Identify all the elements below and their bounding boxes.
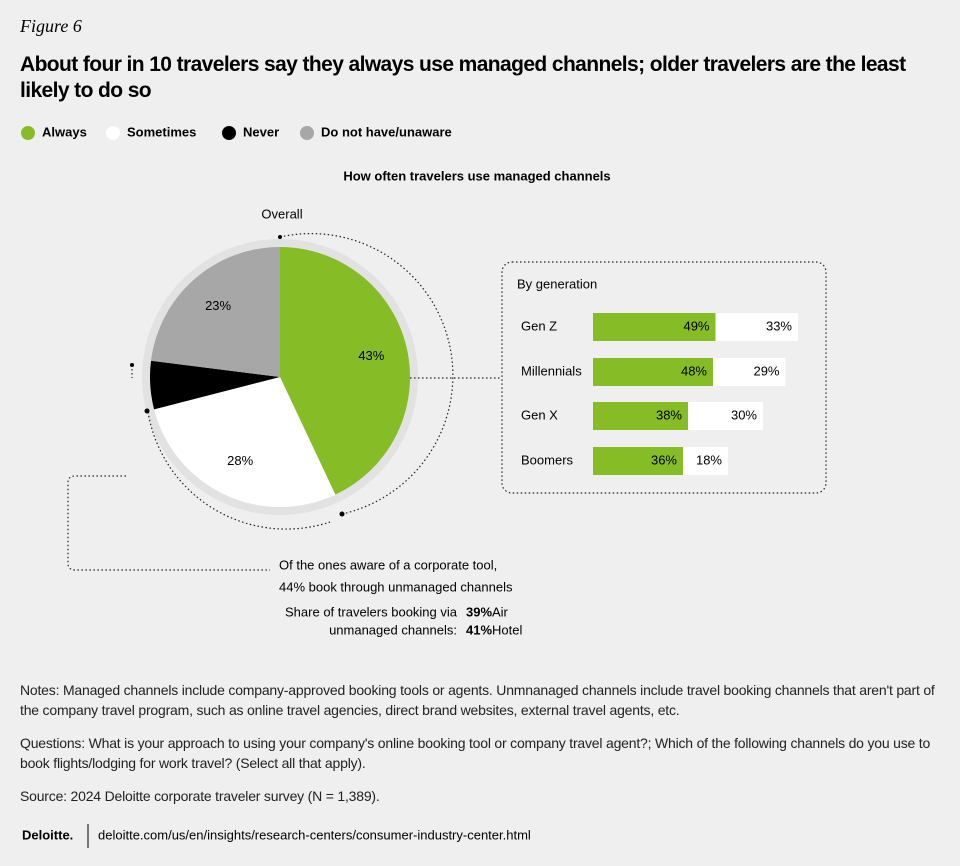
bar bbox=[688, 402, 763, 430]
pie-dot bbox=[130, 363, 134, 367]
category-label: Boomers bbox=[521, 452, 574, 467]
bar bbox=[715, 313, 798, 341]
dotted-connector bbox=[131, 365, 331, 530]
pie-slice bbox=[154, 377, 336, 508]
category-label: Gen Z bbox=[521, 318, 557, 333]
bar bbox=[593, 313, 716, 341]
legend-label: Sometimes bbox=[127, 124, 196, 139]
notes: Notes: Managed channels include company-… bbox=[20, 682, 935, 718]
annotation: Of the ones aware of a corporate tool, bbox=[279, 557, 497, 572]
data-label: 6% bbox=[169, 375, 188, 390]
pie-slice bbox=[280, 247, 411, 495]
category-label: Gen X bbox=[521, 407, 558, 422]
data-label: 30% bbox=[731, 407, 757, 422]
category-label: Millennials bbox=[521, 363, 582, 378]
annotation-value-label: Air bbox=[492, 604, 509, 619]
legend-label: Always bbox=[42, 124, 87, 139]
data-label: 23% bbox=[205, 298, 231, 313]
legend-swatch bbox=[222, 126, 236, 140]
data-label: 38% bbox=[656, 407, 682, 422]
pie-dot bbox=[144, 408, 150, 414]
bar bbox=[593, 447, 683, 475]
legend-label: Do not have/unaware bbox=[321, 124, 452, 139]
pie-dot bbox=[278, 235, 282, 239]
data-label: 43% bbox=[358, 348, 384, 363]
source: Source: 2024 Deloitte corporate traveler… bbox=[20, 788, 380, 804]
legend-swatch bbox=[300, 126, 314, 140]
legend-swatch bbox=[21, 126, 35, 140]
panel-title: By generation bbox=[517, 276, 597, 291]
legend-swatch bbox=[106, 126, 120, 140]
annotation-detail: Share of travelers booking via bbox=[285, 604, 458, 619]
annotation-value: 39% bbox=[466, 604, 492, 619]
pie-slice bbox=[151, 247, 280, 377]
data-label: 49% bbox=[683, 318, 709, 333]
data-label: 18% bbox=[696, 452, 722, 467]
data-label: 48% bbox=[681, 363, 707, 378]
subtitle: How often travelers use managed channels bbox=[343, 168, 610, 183]
annotation-value: 41% bbox=[466, 622, 492, 637]
annotation-detail: unmanaged channels: bbox=[329, 622, 457, 637]
annotation: 44% book through unmanaged channels bbox=[279, 579, 513, 594]
bar bbox=[683, 447, 728, 475]
bar bbox=[593, 402, 688, 430]
data-label: 36% bbox=[651, 452, 677, 467]
bar bbox=[593, 358, 713, 386]
footer-url: deloitte.com/us/en/insights/research-cen… bbox=[98, 827, 531, 842]
data-label: 33% bbox=[766, 318, 792, 333]
pie-dot bbox=[339, 511, 345, 517]
questions: Questions: What is your approach to usin… bbox=[20, 735, 931, 771]
annotation-value-label: Hotel bbox=[492, 622, 522, 637]
pie-title: Overall bbox=[261, 206, 302, 221]
panel-box bbox=[501, 261, 827, 494]
chart-title: About four in 10 travelers say they alwa… bbox=[20, 53, 906, 102]
footer-brand: Deloitte. bbox=[22, 827, 73, 842]
bar bbox=[713, 358, 786, 386]
pie-slice bbox=[150, 360, 280, 410]
legend-label: Never bbox=[243, 124, 279, 139]
data-label: 29% bbox=[753, 363, 779, 378]
data-label: 28% bbox=[227, 453, 253, 468]
figure-label: Figure 6 bbox=[20, 16, 82, 36]
